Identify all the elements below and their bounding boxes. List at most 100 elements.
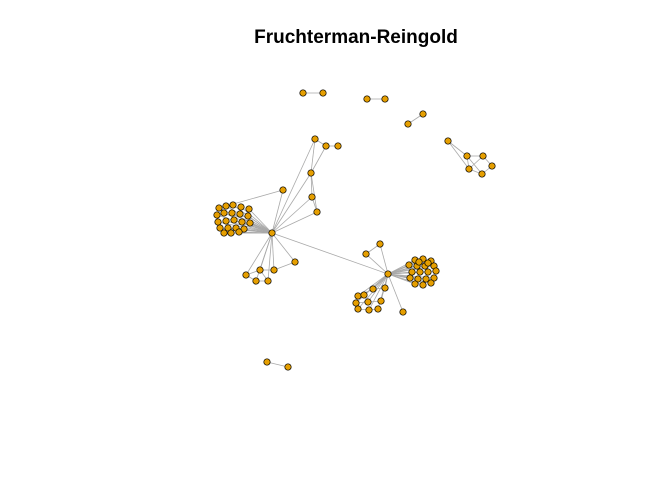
graph-edge [245,232,273,276]
graph-node [264,277,272,285]
graph-edge [243,228,273,234]
graph-node [270,266,278,274]
graph-node [444,137,452,145]
graph-node [311,135,319,143]
plot-title: Fruchterman-Reingold [254,27,458,48]
graph-node [319,89,327,97]
graph-edge [271,232,296,263]
graph-node [381,284,389,292]
graph-node [369,285,377,293]
graph-node [405,261,413,269]
graph-edge [248,208,273,234]
graph-node [227,229,235,237]
graph-edges [216,92,493,368]
graph-node [313,208,321,216]
graph-node [419,281,427,289]
graph-edge [310,172,318,213]
graph-edge [249,222,273,234]
graph-node [374,305,382,313]
graph-node [229,201,237,209]
graph-node [377,297,385,305]
graph-edge [447,140,470,170]
graph-node [237,203,245,211]
graph-node [242,271,250,279]
graph-edge [267,232,273,282]
graph-node [236,210,244,218]
graph-node [424,259,432,267]
graph-nodes [213,89,496,371]
graph-edge [310,172,313,198]
graph-node [299,89,307,97]
graph-node [365,306,373,314]
graph-node [244,212,252,220]
graph-node [479,152,487,160]
graph-node [411,280,419,288]
graph-node [363,95,371,103]
graph-node [362,250,370,258]
graph-node [214,218,222,226]
graph-edge [271,232,389,275]
graph-node [238,218,246,226]
graph-node [354,305,362,313]
graph-edge [240,206,273,234]
graph-node [416,268,424,276]
graph-edge [387,262,429,275]
graph-edge [447,140,468,157]
graph-node [308,193,316,201]
graph-node [222,202,230,210]
graph-node [404,120,412,128]
graph-edge [365,253,389,275]
graph-node [399,308,407,316]
graph-edge [271,211,318,234]
graph-node [284,363,292,371]
graph-edge [247,215,273,234]
graph-edge [271,172,312,234]
graph-edge [271,138,316,234]
graph-node [220,229,228,237]
graph-node [222,217,230,225]
graph-edge [387,261,420,275]
graph-node [291,258,299,266]
graph-node [408,268,416,276]
graph-node [354,292,362,300]
graph-node [352,299,360,307]
graph-node [256,266,264,274]
graph-edge [310,138,316,174]
graph-edge [271,232,275,271]
graph-node [215,204,223,212]
graph-edge [310,145,327,174]
graph-node [246,219,254,227]
graph-node [406,274,414,282]
graph-node [488,162,496,170]
graph-edge [271,189,284,234]
graph-node [364,298,372,306]
graph-node [381,95,389,103]
graph-edge [273,261,296,271]
graph-node [334,142,342,150]
graph-node [216,224,224,232]
graph-node [252,277,260,285]
graph-node [263,358,271,366]
graph-node [228,209,236,217]
graph-node [322,142,330,150]
graph-node [230,216,238,224]
graph-node [220,209,228,217]
graph-node [213,211,221,219]
graph-node [235,228,243,236]
graph-node [307,169,315,177]
graph-node [415,258,423,266]
graph-edge [266,361,289,368]
graph-node [279,186,287,194]
graph-node [427,279,435,287]
graph-node [268,229,276,237]
graph-edge [466,155,483,175]
graph-edge [271,196,313,234]
graph-node [422,275,430,283]
graph-node [419,110,427,118]
graph-node [376,240,384,248]
graph-node [384,270,392,278]
graph-edge [379,243,389,275]
graph-edge [387,273,404,313]
graph-node [463,152,471,160]
